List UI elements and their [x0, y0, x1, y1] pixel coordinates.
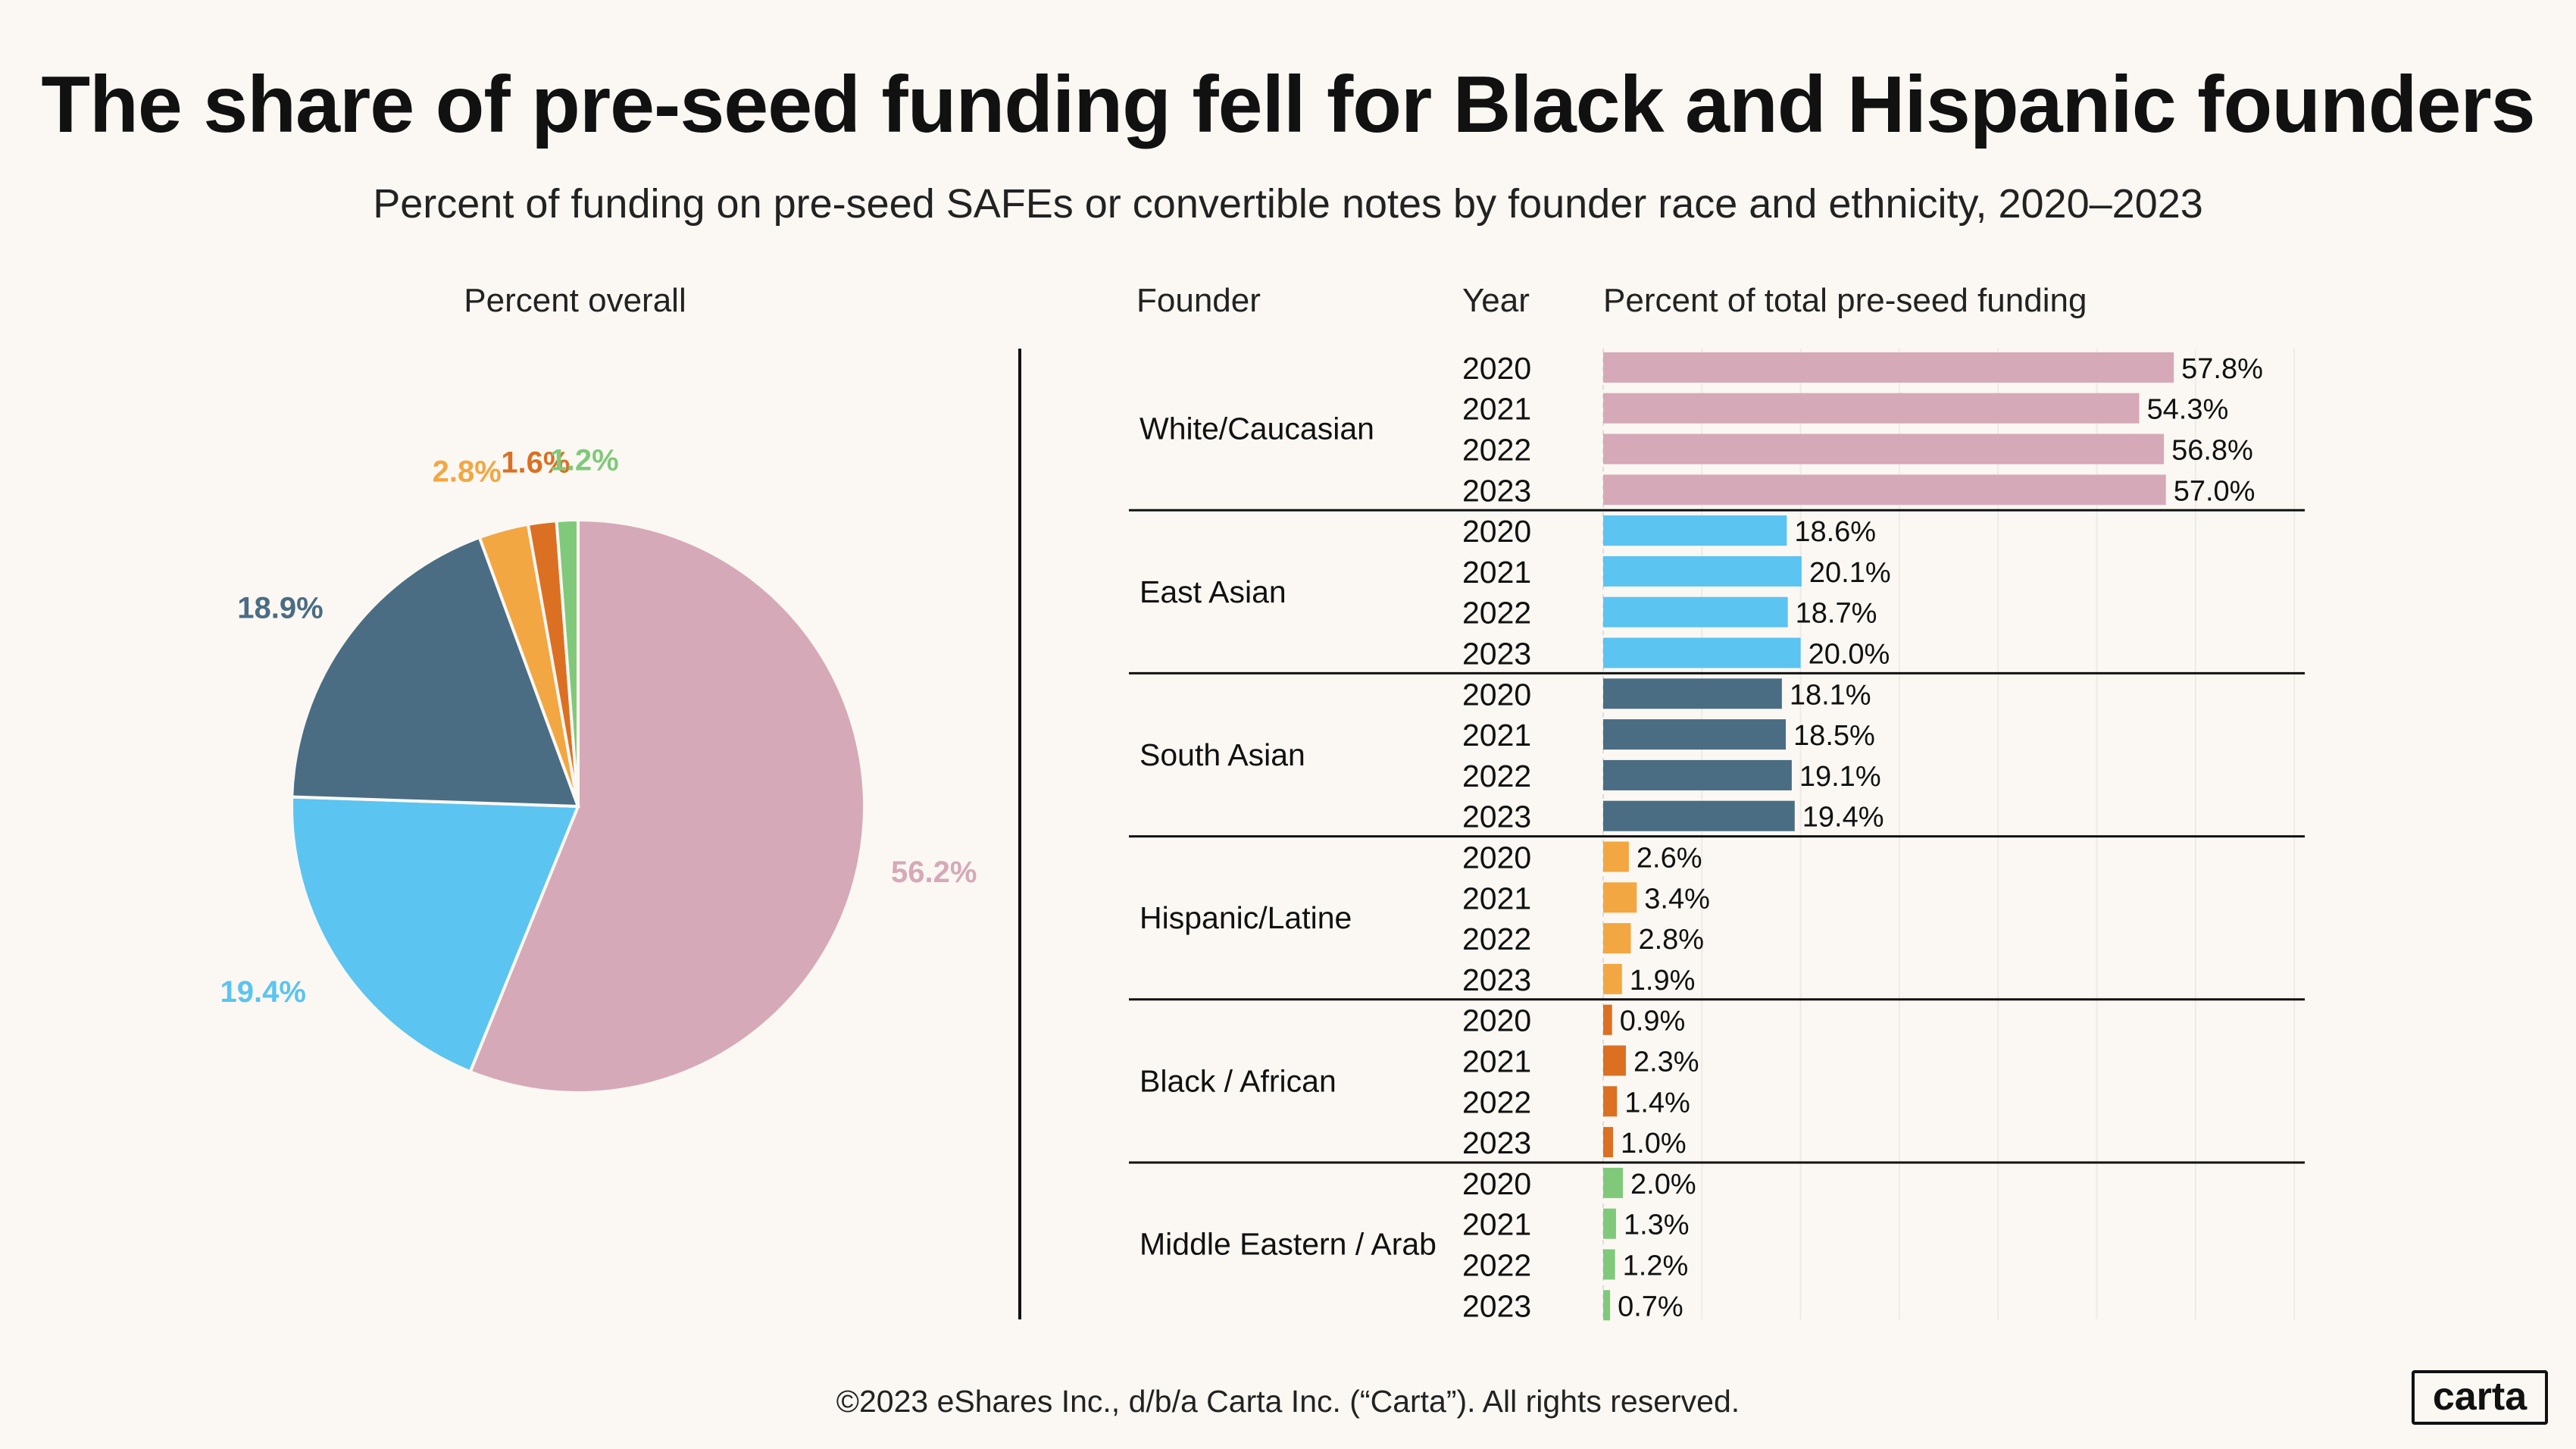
bar [1603, 637, 1801, 668]
bar [1603, 1045, 1626, 1076]
founder-label: East Asian [1140, 574, 1286, 609]
year-label: 2020 [1462, 514, 1531, 549]
bar [1603, 1290, 1611, 1321]
bar-value-label: 1.2% [1623, 1250, 1689, 1282]
pie-slice-1 [290, 795, 580, 1074]
bar-value-label: 2.3% [1633, 1047, 1699, 1078]
year-label: 2022 [1462, 759, 1531, 793]
bar-value-label: 18.7% [1796, 598, 1877, 630]
bar [1603, 1086, 1618, 1117]
year-label: 2023 [1462, 800, 1531, 834]
bar [1603, 963, 1622, 994]
header-founder: Founder [1136, 282, 1261, 319]
year-label: 2020 [1462, 677, 1531, 712]
chart-title: The share of pre-seed funding fell for B… [41, 60, 2535, 149]
bar [1603, 433, 2165, 465]
bar-value-label: 1.9% [1630, 965, 1696, 997]
bar-value-label: 18.6% [1794, 516, 1876, 548]
year-label: 2020 [1462, 1003, 1531, 1038]
year-label: 2021 [1462, 1044, 1531, 1079]
founder-label: Middle Eastern / Arab [1140, 1227, 1436, 1262]
bar [1603, 474, 2166, 505]
pie-slice-5 [555, 518, 580, 807]
bar [1603, 1127, 1614, 1158]
year-label: 2021 [1462, 1207, 1531, 1242]
bar [1603, 393, 2140, 424]
year-label: 2023 [1462, 1288, 1531, 1323]
bar-value-label: 19.4% [1802, 802, 1884, 834]
founder-label: Hispanic/Latine [1140, 900, 1352, 935]
bar [1603, 882, 1637, 913]
bar-chart: White/Caucasian 2020 57.8% 2021 54.3% 2022 56.… [1129, 349, 2305, 1323]
pie-title: Percent overall [464, 282, 686, 319]
bar [1603, 759, 1792, 790]
founder-label: Black / African [1140, 1063, 1336, 1098]
year-label: 2022 [1462, 596, 1531, 631]
bar-value-label: 2.6% [1637, 843, 1702, 875]
year-label: 2022 [1462, 922, 1531, 956]
bar-value-label: 19.1% [1799, 761, 1881, 793]
founder-label: White/Caucasian [1140, 412, 1374, 446]
bar [1603, 556, 1802, 587]
year-label: 2020 [1462, 840, 1531, 875]
bar-value-label: 56.8% [2171, 435, 2253, 467]
year-label: 2022 [1462, 1084, 1531, 1119]
year-label: 2023 [1462, 637, 1531, 671]
bar-value-label: 3.4% [1644, 883, 1710, 915]
bar [1603, 1249, 1615, 1280]
bar-value-label: 20.0% [1809, 639, 1890, 671]
year-label: 2023 [1462, 473, 1531, 508]
pie-label-5: 1.2% [550, 443, 619, 477]
bar [1603, 719, 1787, 750]
bar-value-label: 1.0% [1621, 1128, 1687, 1160]
carta-logo: carta [2412, 1370, 2548, 1425]
year-label: 2020 [1462, 1166, 1531, 1201]
bar [1603, 596, 1788, 627]
year-label: 2021 [1462, 881, 1531, 915]
bar-value-label: 18.5% [1793, 720, 1875, 752]
pie-slice-2 [290, 535, 580, 809]
founder-label: South Asian [1140, 737, 1305, 772]
year-label: 2021 [1462, 392, 1531, 427]
pie-chart: 56.2% 19.4% 18.9% 2.8% 1.6%1.2% [220, 443, 977, 1094]
pie-label-0: 56.2% [891, 856, 977, 889]
pie-slice-0 [468, 518, 867, 1094]
bar-value-label: 57.0% [2174, 475, 2256, 507]
bar [1603, 800, 1795, 831]
year-label: 2021 [1462, 555, 1531, 590]
year-label: 2023 [1462, 962, 1531, 997]
bar-value-label: 2.0% [1630, 1169, 1696, 1200]
year-label: 2020 [1462, 351, 1531, 386]
pie-label-2: 18.9% [237, 591, 323, 624]
bar-value-label: 20.1% [1809, 557, 1891, 589]
pie-label-1: 19.4% [220, 975, 306, 1009]
bar [1603, 352, 2174, 383]
bar [1603, 1004, 1612, 1035]
bar-value-label: 1.3% [1624, 1210, 1690, 1241]
bar [1603, 678, 1782, 709]
pie-label-3: 2.8% [433, 455, 502, 488]
copyright-footer: ©2023 eShares Inc., d/b/a Carta Inc. (“C… [836, 1384, 1740, 1419]
header-percent: Percent of total pre-seed funding [1603, 282, 2087, 319]
pie-label-4: 1.6% [501, 446, 570, 480]
bar-value-label: 57.8% [2181, 353, 2263, 385]
bar-value-label: 54.3% [2147, 394, 2229, 426]
bar-value-label: 1.4% [1624, 1087, 1690, 1119]
bar-value-label: 18.1% [1790, 679, 1871, 711]
bar-value-label: 0.7% [1618, 1291, 1683, 1322]
header-year: Year [1462, 282, 1530, 319]
bar-value-label: 0.9% [1620, 1006, 1686, 1037]
bar [1603, 923, 1631, 954]
bar [1603, 841, 1629, 872]
year-label: 2021 [1462, 718, 1531, 753]
chart-subtitle: Percent of funding on pre-seed SAFEs or … [373, 181, 2203, 227]
bar [1603, 1208, 1616, 1239]
year-label: 2022 [1462, 433, 1531, 468]
bar [1603, 515, 1787, 546]
bar-value-label: 2.8% [1638, 924, 1704, 956]
year-label: 2023 [1462, 1125, 1531, 1160]
bar [1603, 1167, 1624, 1198]
year-label: 2022 [1462, 1248, 1531, 1283]
